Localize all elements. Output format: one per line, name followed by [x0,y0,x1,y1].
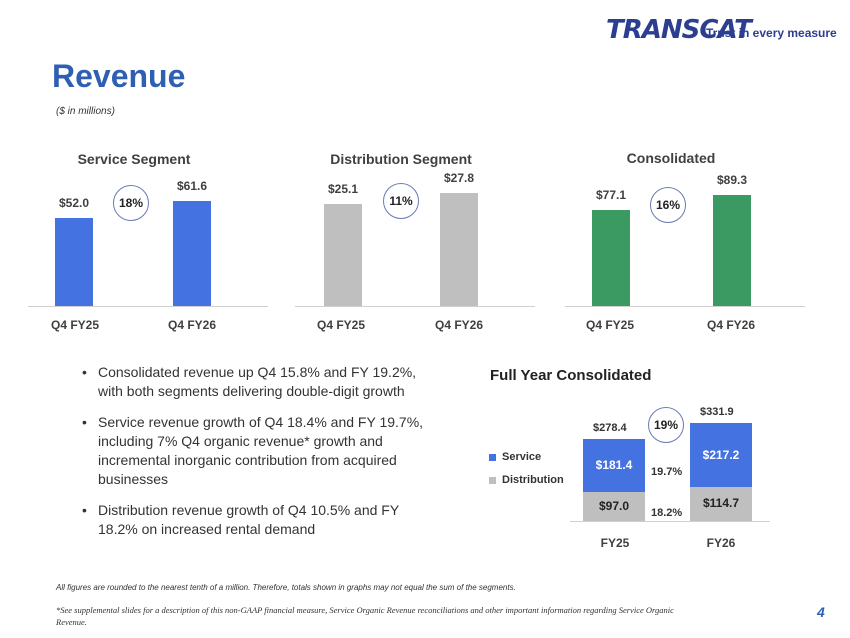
fy26-distribution-label: $114.7 [702,496,740,511]
rounding-footnote: All figures are rounded to the nearest t… [56,583,516,592]
service-axis [28,306,268,307]
legend-service-label: Service [502,451,542,463]
distribution-value-q4fy25: $25.1 [327,181,359,196]
service-chart-title: Service Segment [77,151,191,167]
distribution-xlabel-q4fy25: Q4 FY25 [316,318,366,332]
consolidated-bar-q4fy25 [592,210,630,306]
legend-distribution-label: Distribution [502,474,564,486]
non-gaap-footnote: *See supplemental slides for a descripti… [56,605,674,627]
bullet-service: Service revenue growth of Q4 18.4% and F… [82,413,442,489]
distribution-growth-badge: 11% [383,183,419,219]
key-points-list: Consolidated revenue up Q4 15.8% and FY … [82,363,442,551]
service-xlabel-q4fy25: Q4 FY25 [50,318,100,332]
consolidated-chart-title: Consolidated [626,150,716,166]
fy25-total-label: $278.4 [593,421,627,434]
consolidated-value-q4fy26: $89.3 [716,173,748,188]
fy26-service-label: $217.2 [702,447,740,462]
service-growth-label: 19.7% [651,466,683,478]
fy26-xlabel: FY26 [706,536,736,550]
service-growth-badge: 18% [113,185,149,221]
full-year-axis [570,521,770,522]
fy26-distribution-bar: $114.7 [690,487,752,521]
service-xlabel-q4fy26: Q4 FY26 [167,318,217,332]
distribution-chart-title: Distribution Segment [330,151,472,167]
consolidated-growth-badge: 16% [650,187,686,223]
full-year-growth-badge: 19% [648,407,684,443]
distribution-value-q4fy26: $27.8 [443,170,475,185]
fy26-service-bar: $217.2 [690,422,752,488]
consolidated-axis [565,306,805,307]
page-title: Revenue [52,58,186,94]
distribution-growth-label: 18.2% [651,507,683,519]
bullet-consolidated: Consolidated revenue up Q4 15.8% and FY … [82,363,442,401]
fy25-xlabel: FY25 [600,536,630,550]
fy25-service-bar: $181.4 [583,438,645,493]
fy25-distribution-label: $97.0 [598,499,630,514]
distribution-xlabel-q4fy26: Q4 FY26 [434,318,484,332]
service-bar-q4fy25 [55,217,93,306]
distribution-bar-q4fy26 [440,192,478,306]
legend-distribution: Distribution [489,474,564,486]
fy25-service-label: $181.4 [595,457,633,472]
legend-distribution-swatch [489,476,496,484]
company-logo: TRANSCAT [606,15,752,45]
page-number: 4 [817,604,825,620]
consolidated-bar-q4fy26 [713,195,751,306]
units-note: ($ in millions) [56,106,115,117]
bullet-distribution: Distribution revenue growth of Q4 10.5% … [82,501,442,539]
consolidated-xlabel-q4fy26: Q4 FY26 [706,318,756,332]
logo-tagline: Trust in every measure [706,26,837,40]
fy25-distribution-bar: $97.0 [583,492,645,521]
service-value-q4fy25: $52.0 [58,195,90,210]
service-value-q4fy26: $61.6 [176,179,208,194]
distribution-axis [295,306,535,307]
legend-service: Service [489,451,541,463]
distribution-bar-q4fy25 [324,203,362,306]
consolidated-value-q4fy25: $77.1 [595,188,627,203]
consolidated-xlabel-q4fy25: Q4 FY25 [585,318,635,332]
full-year-chart-title: Full Year Consolidated [490,367,652,384]
fy26-total-label: $331.9 [700,405,734,418]
service-bar-q4fy26 [173,201,211,306]
legend-service-swatch [489,453,496,461]
